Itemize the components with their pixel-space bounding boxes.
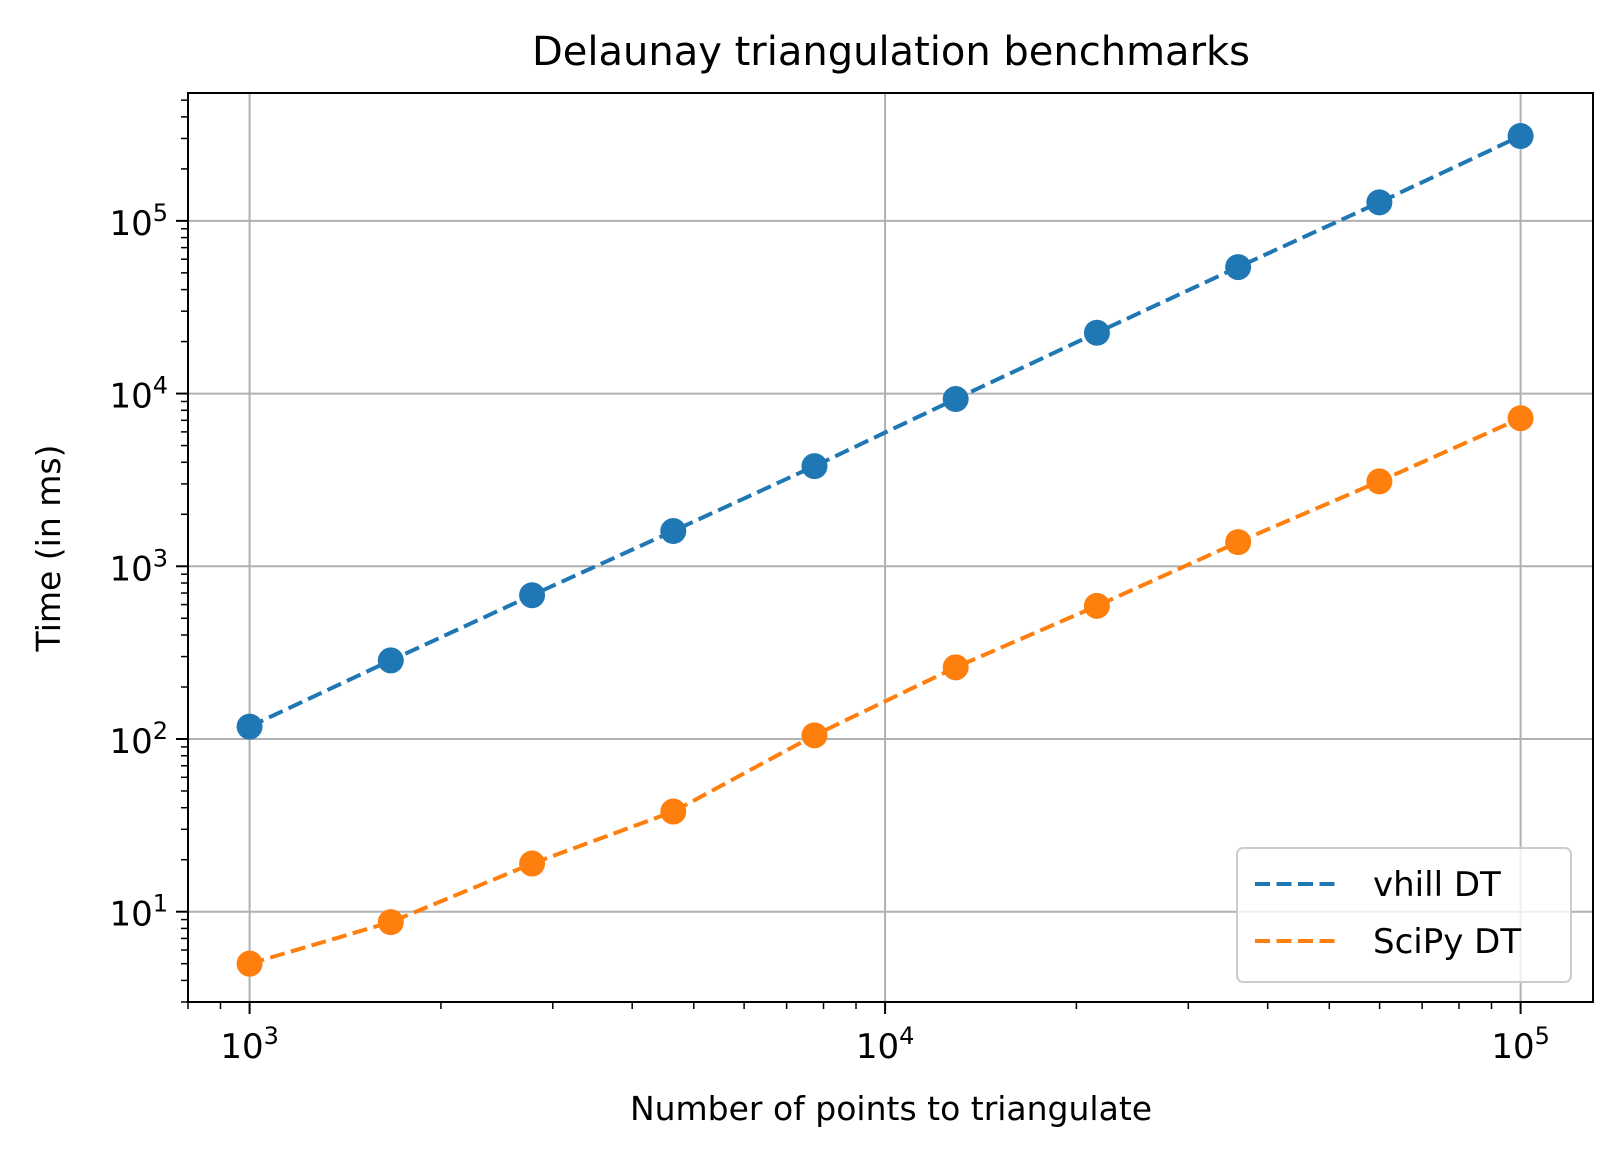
x-tick-label-0: 103	[220, 1022, 279, 1067]
series-1-point-0	[236, 950, 263, 977]
series-0-point-2	[519, 582, 546, 609]
series-1-point-7	[1225, 529, 1252, 556]
series-1-point-4	[801, 722, 828, 749]
series-1-point-2	[519, 850, 546, 877]
series-0-point-3	[660, 518, 687, 545]
y-tick-label-0: 101	[109, 890, 168, 935]
y-tick-label-2: 103	[109, 544, 168, 589]
legend: vhill DT SciPy DT	[1236, 847, 1572, 983]
plot-frame	[187, 92, 1594, 1003]
series-0-point-8	[1366, 189, 1393, 216]
x-tick-label-2: 105	[1491, 1022, 1550, 1067]
series-group	[236, 123, 1534, 977]
grid-lines	[188, 93, 1593, 1002]
x-tick-label-1: 104	[856, 1022, 915, 1067]
series-0-point-0	[236, 713, 263, 740]
series-0-point-6	[1083, 319, 1110, 346]
series-1-point-6	[1083, 592, 1110, 619]
axis-ticks: 103 104 105 101 102 103 104 105	[109, 99, 1550, 1067]
series-1-point-1	[377, 909, 404, 936]
y-tick-label-3: 104	[109, 372, 168, 417]
series-0-point-1	[377, 647, 404, 674]
series-0-point-5	[942, 386, 969, 413]
series-0-point-7	[1225, 254, 1252, 281]
x-axis-label: Number of points to triangulate	[630, 1089, 1152, 1128]
series-line-1	[249, 416, 1522, 966]
legend-box	[1236, 847, 1572, 983]
series-line-0	[248, 134, 1522, 729]
series-1-point-3	[660, 798, 687, 825]
y-tick-label-1: 102	[109, 717, 168, 762]
series-0-point-4	[801, 453, 828, 480]
y-axis-label: Time (in ms)	[29, 445, 68, 653]
legend-label-0: vhill DT	[1373, 865, 1501, 905]
series-1-point-9	[1507, 405, 1534, 432]
series-1-point-8	[1366, 468, 1393, 495]
y-tick-label-4: 105	[109, 199, 168, 244]
legend-label-1: SciPy DT	[1373, 922, 1521, 962]
series-0-point-9	[1507, 123, 1534, 150]
chart-title: Delaunay triangulation benchmarks	[532, 29, 1250, 75]
series-1-point-5	[942, 654, 969, 681]
